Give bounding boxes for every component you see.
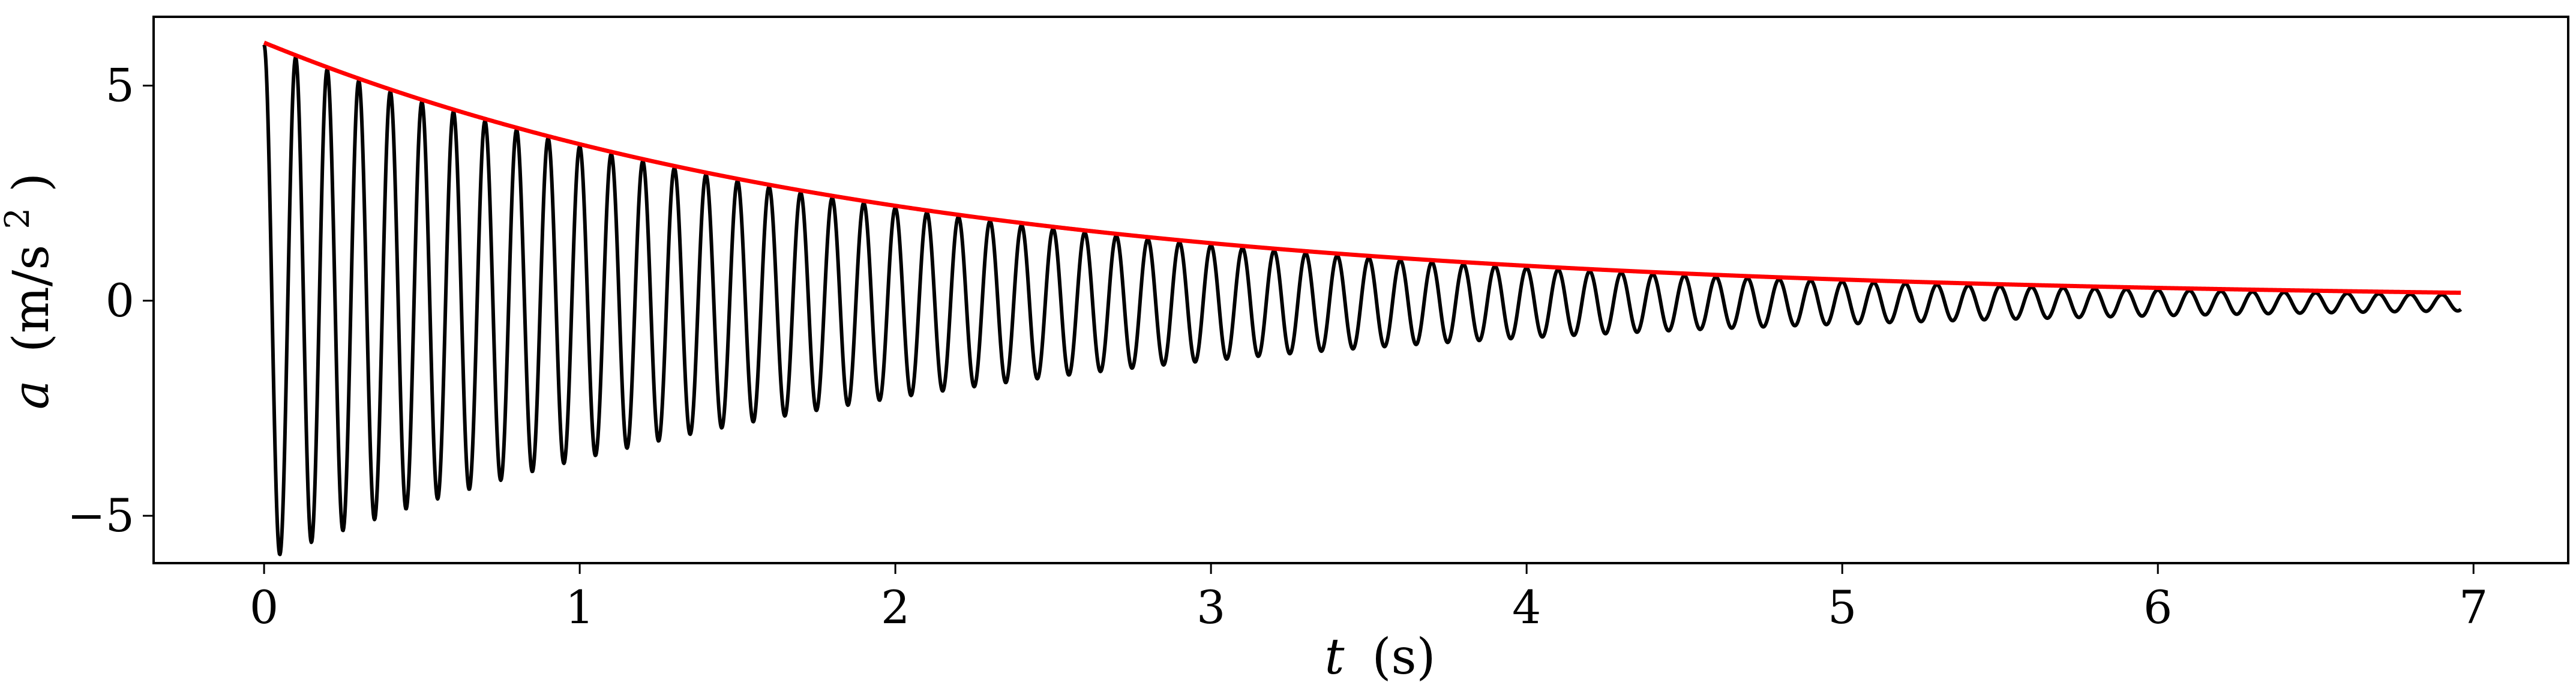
series-acceleration-line bbox=[262, 44, 2463, 557]
x-tick-label: 1 bbox=[565, 581, 594, 634]
x-axis-unit: (s) bbox=[1372, 629, 1435, 686]
x-tick-label: 6 bbox=[2143, 581, 2172, 634]
y-axis-label: a (m/s 2 ) bbox=[0, 173, 60, 409]
x-tick-label: 5 bbox=[1828, 581, 1857, 634]
x-tick-label: 2 bbox=[881, 581, 910, 634]
plot-area bbox=[262, 40, 2463, 557]
y-axis-unit-close: ) bbox=[3, 173, 60, 192]
series-envelope-line bbox=[262, 40, 2463, 295]
x-tick-label: 3 bbox=[1196, 581, 1225, 634]
x-axis-ticks: 0 1 2 3 4 5 6 7 bbox=[250, 563, 2488, 634]
plot-frame bbox=[152, 16, 2569, 564]
y-axis-ticks: −5 0 5 bbox=[67, 59, 154, 542]
y-axis-unit-exponent: 2 bbox=[0, 208, 37, 229]
y-tick-label: −5 bbox=[67, 489, 134, 542]
x-axis-variable: t bbox=[1324, 629, 1345, 686]
y-tick-label: 0 bbox=[106, 274, 134, 327]
x-tick-label: 7 bbox=[2459, 581, 2488, 634]
y-axis-unit: (m/s bbox=[3, 245, 60, 352]
x-tick-label: 4 bbox=[1512, 581, 1541, 634]
y-tick-label: 5 bbox=[106, 59, 134, 112]
x-axis-label: t (s) bbox=[1324, 629, 1435, 686]
y-axis-variable: a bbox=[3, 380, 60, 409]
x-tick-label: 0 bbox=[250, 581, 278, 634]
